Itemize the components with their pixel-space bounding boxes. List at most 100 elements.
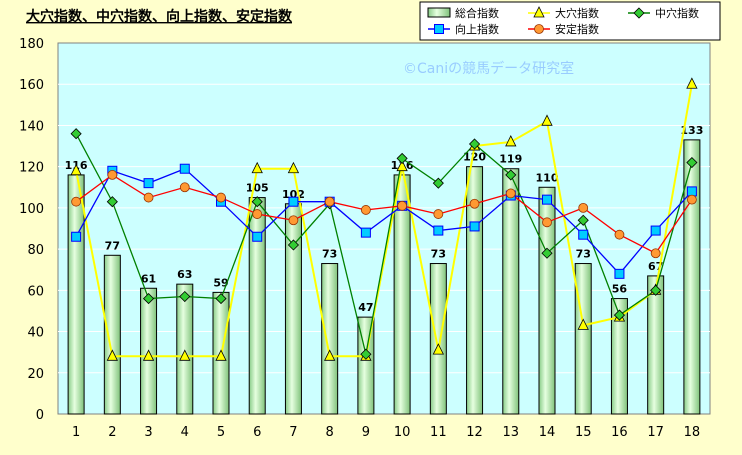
y-tick-label: 0 <box>36 408 44 423</box>
point-marker <box>215 349 227 361</box>
point-marker <box>142 349 155 361</box>
bar-data-label: 73 <box>576 248 591 261</box>
point-marker <box>533 6 545 18</box>
legend-label: 総合指数 <box>455 6 499 20</box>
x-tick-label: 15 <box>575 425 592 440</box>
grid-layer <box>58 83 710 374</box>
bar <box>683 139 701 415</box>
point-marker <box>542 194 552 205</box>
x-tick-label: 6 <box>253 425 261 440</box>
x-tick-label: 9 <box>362 425 370 440</box>
point-marker <box>360 348 372 360</box>
point-marker <box>251 161 263 174</box>
y-tick-label: 80 <box>27 243 44 258</box>
point-marker <box>70 163 82 176</box>
bar-data-label: 77 <box>105 239 120 252</box>
point-marker <box>468 138 481 150</box>
point-marker <box>179 290 191 303</box>
x-tick-label: 10 <box>394 425 411 440</box>
point-marker <box>143 178 154 189</box>
x-tick-label: 13 <box>503 425 520 440</box>
point-marker <box>633 7 645 19</box>
point-marker <box>577 214 589 226</box>
point-marker <box>505 169 517 181</box>
bar <box>502 168 520 415</box>
x-tick-label: 5 <box>217 425 225 440</box>
point-marker <box>433 225 444 236</box>
bar <box>284 203 302 415</box>
bar <box>610 298 628 415</box>
point-marker <box>179 182 190 193</box>
bar-data-label: 105 <box>246 182 269 195</box>
y-tick-label: 100 <box>19 202 44 217</box>
point-marker <box>434 24 444 34</box>
y-tick-label: 60 <box>27 284 44 299</box>
bar <box>321 263 339 415</box>
bar-data-label: 59 <box>213 276 228 289</box>
point-marker <box>534 24 544 34</box>
point-marker <box>216 192 226 203</box>
point-marker <box>650 248 661 259</box>
bar <box>429 263 447 415</box>
point-marker <box>686 77 698 89</box>
point-marker <box>433 209 444 219</box>
bar <box>248 197 266 415</box>
x-tick-label: 8 <box>326 425 334 440</box>
series-line <box>75 133 693 355</box>
point-marker <box>142 293 155 305</box>
point-marker <box>686 156 698 169</box>
point-marker <box>287 161 300 174</box>
x-tick-label: 11 <box>430 425 447 440</box>
legend-box <box>419 1 721 41</box>
bar-layer: 1167761635910510273471167312011911073566… <box>65 124 703 415</box>
bar-data-label: 133 <box>680 124 703 137</box>
x-tick-label: 16 <box>611 425 628 440</box>
point-marker <box>650 225 661 236</box>
point-marker <box>106 349 118 361</box>
point-marker <box>469 221 480 232</box>
bar-data-label: 110 <box>536 171 559 184</box>
series-line <box>75 174 693 255</box>
point-marker <box>71 231 82 242</box>
point-marker <box>252 209 263 219</box>
point-marker <box>106 196 118 208</box>
y-tick-label: 120 <box>19 161 44 176</box>
point-marker <box>396 152 408 164</box>
point-marker <box>70 128 82 140</box>
x-tick-label: 12 <box>466 425 483 440</box>
point-marker <box>251 196 263 208</box>
point-marker <box>288 215 299 226</box>
bar-data-label: 56 <box>612 283 628 296</box>
point-marker <box>324 196 335 207</box>
line-layer <box>70 77 698 361</box>
chart-title: 大穴指数、中穴指数、向上指数、安定指数 <box>26 8 293 25</box>
y-tick-label: 20 <box>27 367 44 382</box>
legend-label: 中穴指数 <box>655 6 699 20</box>
point-marker <box>578 202 589 213</box>
point-marker <box>215 293 227 305</box>
legend-label: 安定指数 <box>555 22 599 36</box>
y-tick-label: 40 <box>27 326 44 341</box>
point-marker <box>650 284 662 296</box>
point-marker <box>324 349 336 361</box>
x-tick-label: 4 <box>181 425 189 440</box>
point-marker <box>469 198 480 209</box>
bar-data-label: 61 <box>141 272 156 285</box>
series-line <box>75 84 693 358</box>
legend-label: 大穴指数 <box>555 6 599 20</box>
point-marker <box>686 186 697 197</box>
point-marker <box>287 239 300 251</box>
bar-data-label: 73 <box>322 248 337 261</box>
point-marker <box>107 170 118 180</box>
point-marker <box>613 309 626 321</box>
point-marker <box>432 343 444 355</box>
x-tick-label: 17 <box>647 425 664 440</box>
point-marker <box>397 200 408 211</box>
x-tick-label: 14 <box>539 425 556 440</box>
legend-label: 向上指数 <box>455 22 499 36</box>
x-tick-label: 3 <box>144 425 152 440</box>
point-marker <box>71 196 82 207</box>
point-marker <box>542 217 552 228</box>
